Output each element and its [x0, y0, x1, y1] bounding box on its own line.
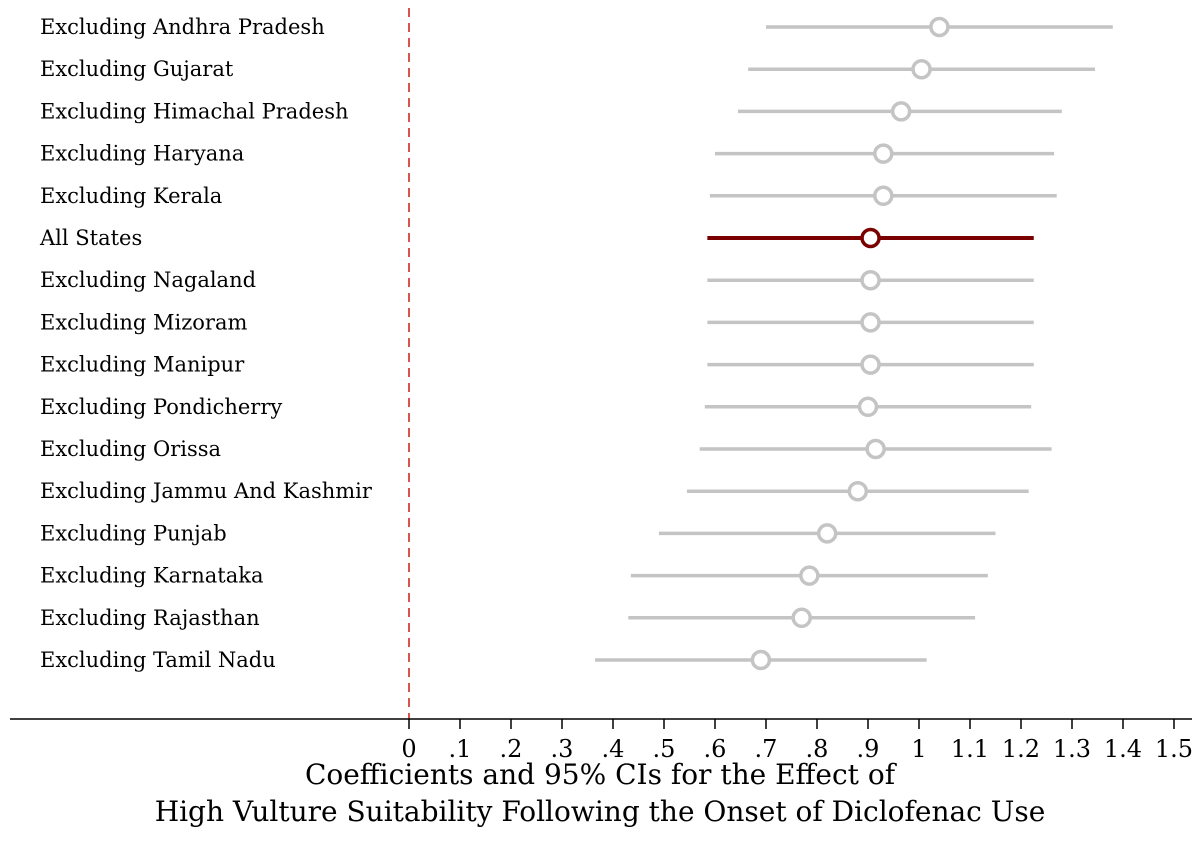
- row: Excluding Nagaland: [40, 268, 1034, 292]
- x-tick-label: 1.1: [951, 735, 989, 763]
- x-tick-label: 0: [401, 735, 416, 763]
- row: Excluding Manipur: [40, 353, 1034, 377]
- row-label: Excluding Mizoram: [40, 310, 247, 334]
- point-estimate: [857, 396, 879, 418]
- x-axis: 0 .1 .2 .3 .4 .5 .6 .7 .8 .9 1 1.1 1.2 1.3 1.4 1.5: [10, 718, 1193, 763]
- row: Excluding Haryana: [40, 142, 1055, 166]
- point-estimate: [791, 607, 812, 629]
- x-tick-label: 1.2: [1002, 735, 1040, 763]
- row: All States: [39, 226, 1034, 250]
- point-estimate: [873, 185, 894, 207]
- point-estimate: [860, 227, 881, 249]
- row: Excluding Punjab: [40, 521, 996, 545]
- x-axis-title-line: Coefficients and 95% CIs for the Effect …: [305, 758, 898, 791]
- row: Excluding Karnataka: [40, 564, 988, 588]
- row: Excluding Pondicherry: [40, 395, 1032, 419]
- row-label: Excluding Pondicherry: [40, 395, 282, 419]
- row: Excluding Mizoram: [40, 310, 1034, 334]
- x-tick-label: 1.3: [1053, 735, 1091, 763]
- row-label: Excluding Orissa: [40, 437, 221, 461]
- row-label: Excluding Kerala: [40, 184, 222, 208]
- x-tick-label: .5: [653, 735, 676, 763]
- row: Excluding Orissa: [40, 437, 1052, 461]
- row: Excluding Andhra Pradesh: [40, 15, 1113, 39]
- point-estimate: [929, 16, 950, 38]
- point-estimate: [816, 523, 838, 544]
- row-label: Excluding Rajasthan: [40, 606, 260, 630]
- point-estimate: [750, 649, 772, 671]
- point-estimate: [860, 269, 881, 291]
- row-label: Excluding Punjab: [40, 521, 227, 545]
- row-label: Excluding Haryana: [40, 142, 244, 166]
- x-axis-title-line: High Vulture Suitability Following the O…: [155, 795, 1046, 828]
- row-label: Excluding Andhra Pradesh: [40, 15, 325, 39]
- x-tick-label: .9: [857, 735, 880, 763]
- row-label: All States: [39, 226, 142, 250]
- point-estimate: [873, 143, 894, 164]
- x-tick-label: 1.4: [1104, 735, 1142, 763]
- point-estimate: [799, 565, 820, 586]
- x-tick-label: .6: [704, 735, 727, 763]
- point-estimate: [847, 480, 869, 502]
- row-label: Excluding Jammu And Kashmir: [40, 479, 373, 503]
- row-label: Excluding Gujarat: [40, 57, 234, 81]
- row: Excluding Gujarat: [40, 57, 1095, 81]
- point-estimate: [865, 438, 886, 460]
- x-tick-label: .3: [551, 735, 574, 763]
- row-label: Excluding Manipur: [40, 353, 245, 377]
- point-estimate: [890, 101, 912, 122]
- row: Excluding Tamil Nadu: [40, 648, 927, 672]
- point-estimate: [911, 58, 932, 80]
- x-tick-label: 1: [911, 735, 926, 763]
- row: Excluding Himachal Pradesh: [40, 99, 1062, 123]
- x-tick-label: .8: [806, 735, 829, 763]
- row: Excluding Rajasthan: [40, 606, 976, 630]
- row: Excluding Jammu And Kashmir: [40, 479, 1029, 503]
- x-tick-label: .7: [755, 735, 778, 763]
- row-label: Excluding Nagaland: [40, 268, 256, 292]
- x-axis-title: Coefficients and 95% CIs for the Effect …: [155, 758, 1046, 828]
- row-label: Excluding Tamil Nadu: [40, 648, 276, 672]
- x-tick-label: 1.5: [1155, 735, 1193, 763]
- x-tick-label: .1: [449, 735, 472, 763]
- rows-layer: Excluding Andhra Pradesh Excluding Gujara…: [39, 15, 1113, 672]
- x-tick-label: .2: [500, 735, 523, 763]
- row-label: Excluding Himachal Pradesh: [40, 99, 349, 123]
- point-estimate: [860, 354, 881, 375]
- row: Excluding Kerala: [40, 184, 1057, 208]
- point-estimate: [860, 312, 881, 333]
- x-tick-label: .4: [602, 735, 625, 763]
- row-label: Excluding Karnataka: [40, 564, 263, 588]
